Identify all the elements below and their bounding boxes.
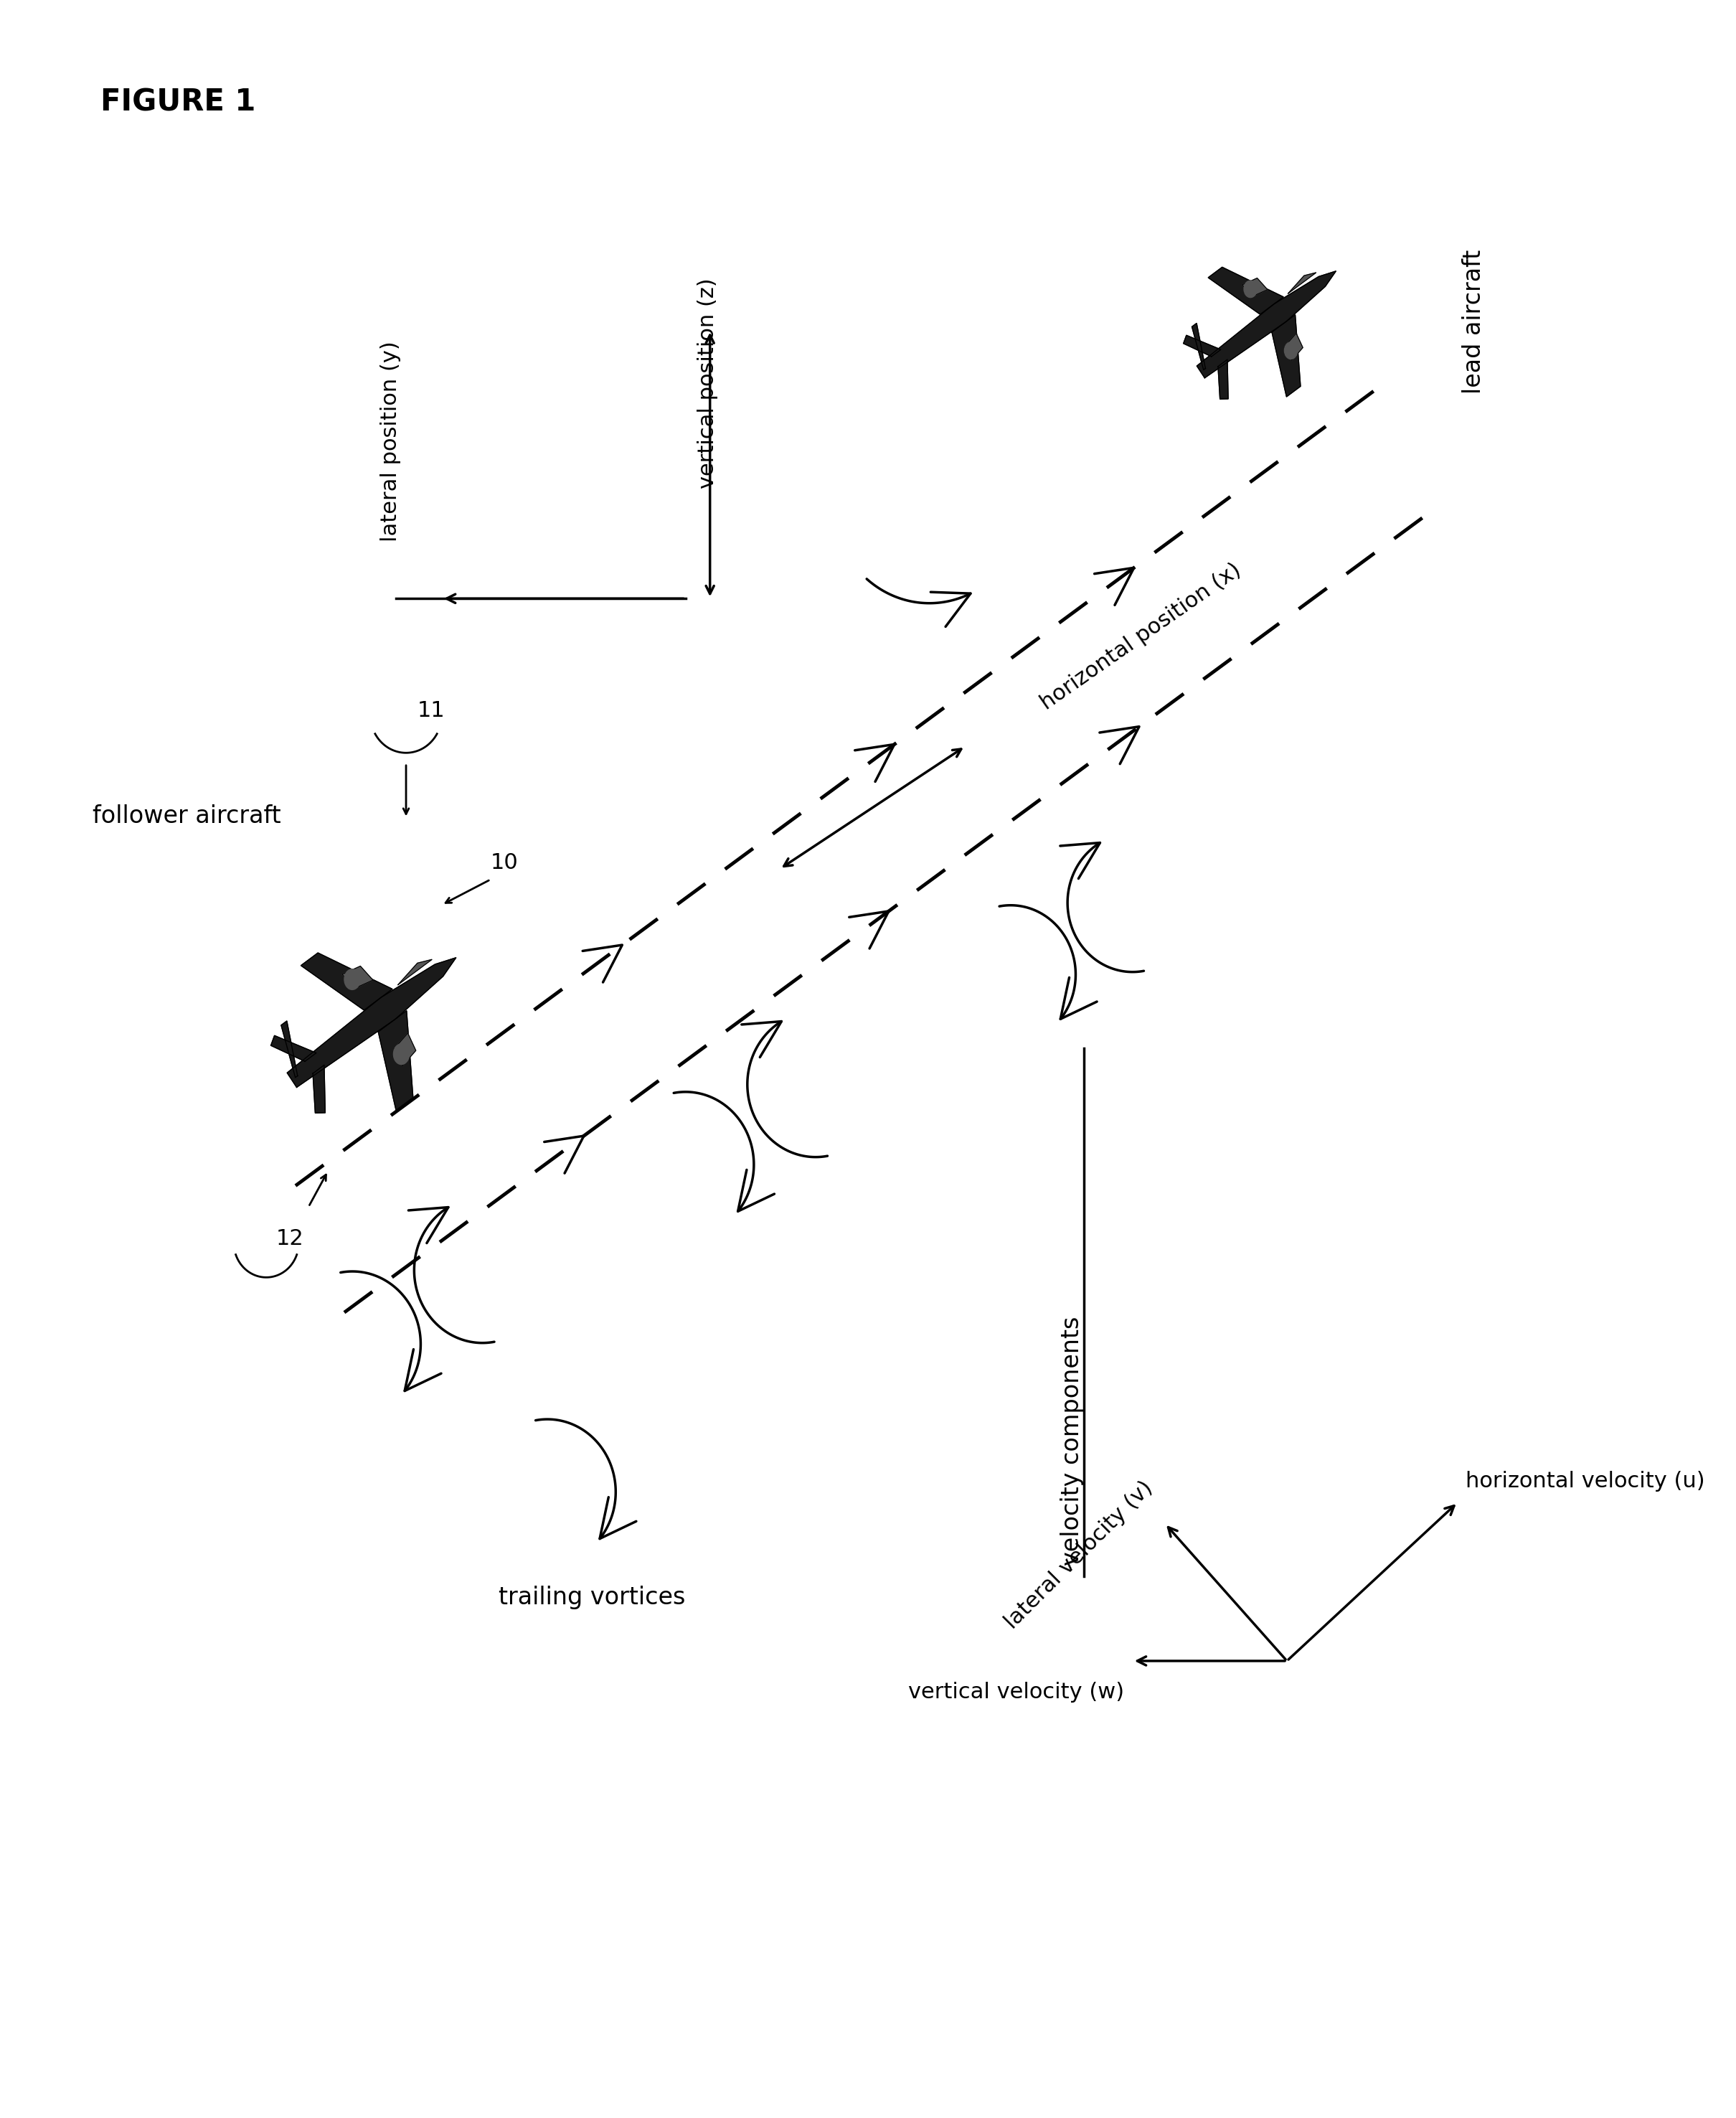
Polygon shape [312,1065,325,1112]
Text: 12: 12 [276,1228,304,1250]
Polygon shape [281,1021,297,1078]
Polygon shape [1196,271,1337,377]
Circle shape [394,1044,410,1065]
Text: 10: 10 [491,851,519,873]
Text: lateral velocity (v): lateral velocity (v) [1002,1476,1156,1633]
Text: 11: 11 [417,701,444,720]
Polygon shape [1285,333,1302,360]
Polygon shape [271,1036,316,1061]
Text: vertical position (z): vertical position (z) [698,277,719,489]
Polygon shape [1243,277,1267,297]
Polygon shape [1184,335,1220,356]
Polygon shape [1208,267,1283,313]
Polygon shape [1288,273,1316,294]
Text: vertical velocity (w): vertical velocity (w) [908,1682,1125,1703]
Polygon shape [286,957,457,1087]
Polygon shape [398,959,432,985]
Polygon shape [394,1034,417,1065]
Text: FIGURE 1: FIGURE 1 [101,87,255,119]
Text: lead aircraft: lead aircraft [1462,250,1486,394]
Polygon shape [300,953,392,1010]
Circle shape [1285,343,1297,360]
Text: follower aircraft: follower aircraft [92,805,281,828]
Circle shape [1245,280,1257,297]
Text: horizontal velocity (u): horizontal velocity (u) [1465,1472,1705,1491]
Text: horizontal position (x): horizontal position (x) [1036,559,1245,714]
Circle shape [344,970,359,989]
Polygon shape [1272,316,1300,396]
Polygon shape [1193,324,1205,371]
Polygon shape [378,1010,413,1110]
Polygon shape [1219,360,1227,398]
Text: lateral position (y): lateral position (y) [380,341,401,542]
Text: velocity components: velocity components [1061,1317,1083,1565]
Text: trailing vortices: trailing vortices [498,1586,686,1610]
Polygon shape [342,966,373,989]
